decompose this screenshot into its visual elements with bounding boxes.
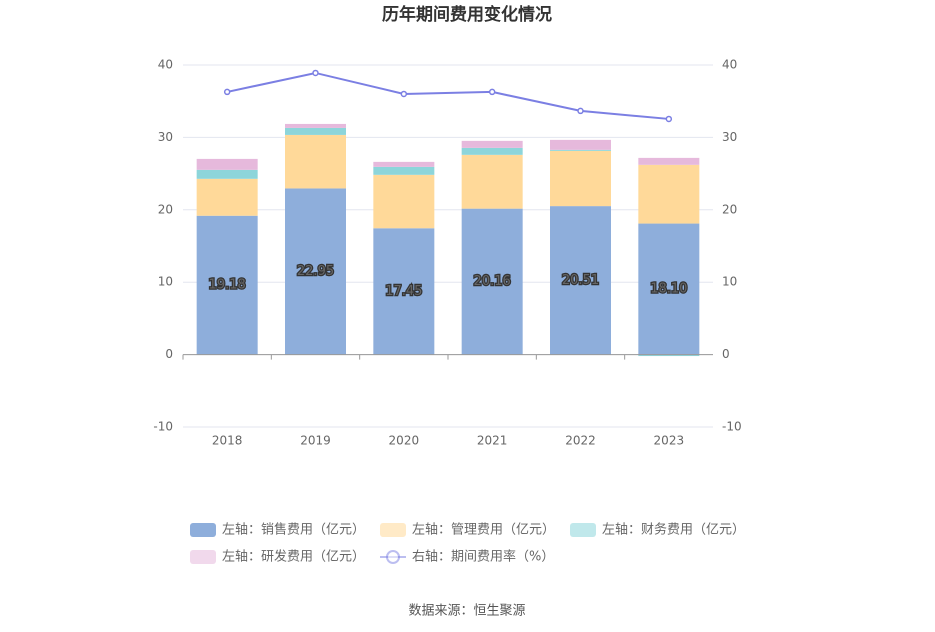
bar	[373, 228, 435, 355]
bar	[373, 174, 435, 229]
chart-title: 历年期间费用变化情况	[382, 4, 552, 25]
data-label: 18.10	[650, 282, 687, 297]
data-label: 17.45	[385, 284, 422, 299]
x-tick-label: 2023	[654, 434, 685, 448]
bar	[196, 169, 258, 179]
point	[223, 88, 231, 96]
point	[488, 88, 496, 96]
data-label: 20.51	[562, 273, 599, 288]
y2-tick-label: 30	[722, 130, 737, 144]
bar	[285, 134, 346, 189]
legend-swatch	[380, 523, 406, 537]
y-tick-label: 10	[158, 275, 173, 289]
data-label: 20.16	[474, 274, 511, 289]
point	[400, 90, 408, 98]
bar	[285, 188, 346, 355]
point	[577, 107, 584, 115]
legend-label: 左轴：管理费用（亿元）	[412, 523, 555, 538]
x-tick-label: 2022	[565, 434, 596, 448]
legend-label: 左轴：财务费用（亿元）	[602, 522, 745, 538]
bar	[196, 158, 258, 170]
y-tick-label: -10	[153, 420, 173, 434]
x-tick-label: 2018	[212, 434, 243, 448]
bar	[373, 166, 435, 175]
bar	[638, 164, 700, 224]
y-tick-label: 0	[165, 347, 173, 361]
legend-swatch	[190, 550, 216, 564]
line	[226, 71, 669, 120]
bar	[638, 157, 700, 165]
y2-tick-label: 20	[722, 202, 737, 216]
data-label: 19.18	[209, 278, 246, 293]
legend-swatch	[190, 523, 216, 537]
bar	[461, 140, 523, 148]
bar	[196, 178, 258, 216]
bar	[550, 139, 611, 150]
point	[665, 115, 673, 123]
legend-label: 左轴：研发费用（亿元）	[222, 549, 365, 565]
bar	[285, 127, 346, 135]
bar	[550, 150, 611, 207]
x-tick-label: 2020	[389, 434, 420, 448]
source: 数据来源：恒生聚源	[408, 604, 525, 619]
bar	[461, 208, 523, 355]
bar	[461, 147, 523, 155]
point	[312, 69, 319, 77]
y2-tick-label: 40	[722, 58, 737, 72]
legend-label: 左轴：销售费用（亿元）	[222, 522, 365, 538]
y-tick-label: 30	[158, 130, 173, 144]
y-tick-label: 40	[158, 58, 173, 72]
bar	[196, 215, 258, 355]
legend-swatch	[570, 523, 596, 537]
bar	[285, 123, 346, 128]
y2-tick-label: 10	[722, 275, 737, 289]
bar	[461, 154, 523, 209]
x-tick-label: 2021	[477, 434, 508, 448]
legend-marker	[386, 550, 400, 564]
data-label: 22.95	[297, 264, 334, 279]
y2-tick-label: -10	[722, 420, 742, 434]
bar	[550, 206, 611, 355]
x-tick-label: 2019	[300, 434, 331, 448]
bar	[638, 354, 700, 357]
bar	[550, 149, 611, 151]
legend-label: 右轴：期间费用率（%）	[412, 549, 554, 565]
bar	[638, 223, 700, 355]
y-tick-label: 20	[158, 202, 173, 216]
y2-tick-label: 0	[722, 347, 730, 361]
bar	[373, 161, 435, 167]
